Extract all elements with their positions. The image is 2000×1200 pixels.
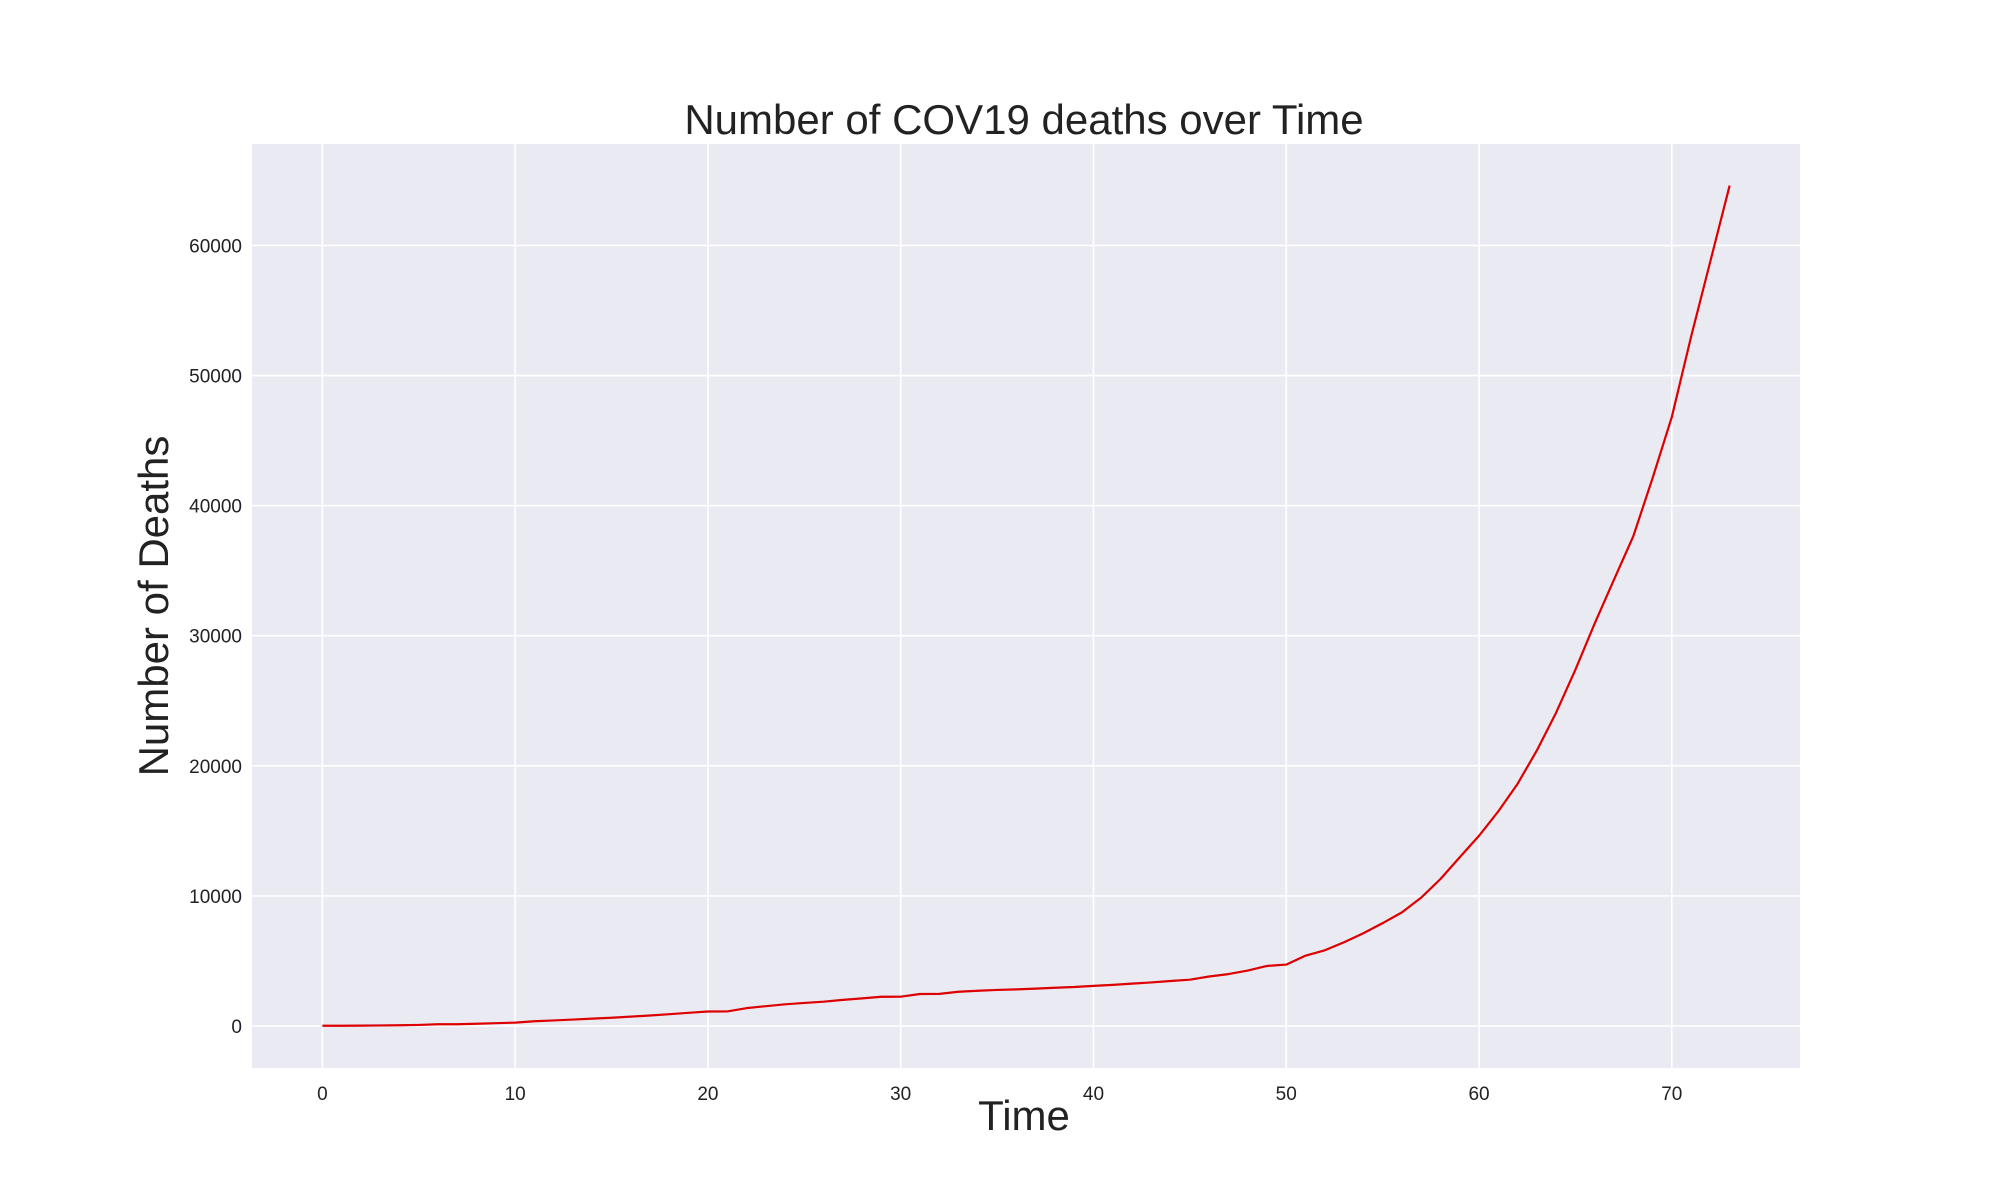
y-tick-label: 30000 xyxy=(189,627,242,648)
x-tick-labels: 0 10 20 30 40 50 60 70 xyxy=(317,1084,1682,1105)
y-tick-label: 20000 xyxy=(189,757,242,778)
plot-area xyxy=(252,144,1800,1068)
y-tick-label: 60000 xyxy=(189,236,242,257)
y-axis-title: Number of Deaths xyxy=(130,436,177,777)
y-tick-labels: 0 10000 20000 30000 40000 50000 60000 xyxy=(189,236,242,1038)
y-tick-label: 40000 xyxy=(189,497,242,518)
x-tick-label: 10 xyxy=(505,1084,526,1105)
y-gridlines xyxy=(252,244,1800,1027)
y-tick-label: 10000 xyxy=(189,887,242,908)
x-tick-label: 20 xyxy=(697,1084,718,1105)
chart-title: Number of COV19 deaths over Time xyxy=(684,96,1363,143)
y-tick-label: 0 xyxy=(231,1017,242,1038)
x-tick-label: 40 xyxy=(1083,1084,1104,1105)
x-tick-label: 50 xyxy=(1276,1084,1297,1105)
x-tick-label: 0 xyxy=(317,1084,328,1105)
x-tick-label: 70 xyxy=(1661,1084,1682,1105)
x-axis-title: Time xyxy=(978,1092,1070,1139)
x-tick-label: 30 xyxy=(890,1084,911,1105)
y-tick-label: 50000 xyxy=(189,367,242,388)
deaths-series-line xyxy=(322,185,1731,1027)
x-tick-label: 60 xyxy=(1468,1084,1489,1105)
x-gridlines xyxy=(321,144,1673,1068)
